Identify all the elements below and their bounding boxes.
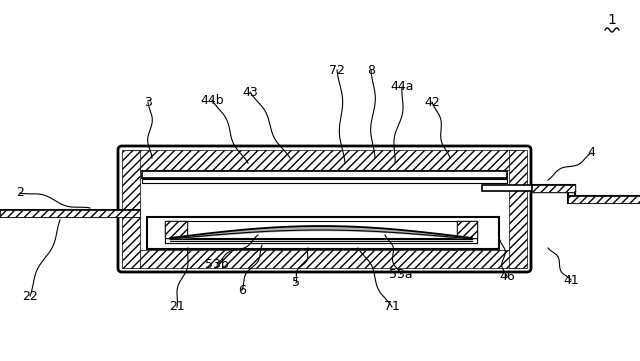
Text: 44b: 44b — [200, 93, 224, 106]
Bar — [147, 217, 499, 249]
Text: 53a: 53a — [389, 268, 413, 280]
Bar — [457, 221, 477, 238]
Bar — [142, 171, 507, 178]
Text: 43: 43 — [242, 86, 258, 99]
Bar — [509, 150, 527, 268]
Bar — [0, 209, 140, 217]
Bar — [532, 185, 575, 192]
Bar — [165, 238, 477, 243]
Text: 71: 71 — [384, 300, 400, 313]
Text: 8: 8 — [367, 64, 375, 77]
Bar — [568, 196, 640, 203]
Bar — [165, 221, 477, 243]
Text: 41: 41 — [563, 274, 579, 287]
Bar — [482, 185, 532, 191]
Text: 3: 3 — [144, 96, 152, 109]
Bar — [0, 209, 140, 217]
Text: 72: 72 — [329, 64, 345, 77]
Text: 42: 42 — [424, 96, 440, 109]
Bar — [165, 221, 187, 238]
Text: 1: 1 — [607, 13, 616, 27]
Text: 21: 21 — [169, 300, 185, 313]
Bar — [165, 221, 187, 238]
Text: 46: 46 — [499, 270, 515, 283]
FancyBboxPatch shape — [118, 146, 531, 272]
Bar — [532, 185, 575, 192]
Bar — [568, 196, 640, 203]
Text: 5: 5 — [292, 277, 300, 290]
Bar — [122, 150, 140, 268]
Text: 22: 22 — [22, 290, 38, 303]
Text: 4: 4 — [587, 147, 595, 160]
Bar — [127, 250, 522, 268]
Text: 53b: 53b — [205, 257, 229, 270]
Text: 6: 6 — [238, 283, 246, 296]
Bar — [165, 238, 477, 243]
Bar — [127, 150, 522, 170]
Bar — [457, 221, 477, 238]
Bar — [147, 217, 499, 249]
Text: 2: 2 — [16, 187, 24, 200]
Text: 44a: 44a — [390, 81, 413, 93]
Bar — [142, 179, 507, 183]
Bar — [142, 171, 507, 178]
